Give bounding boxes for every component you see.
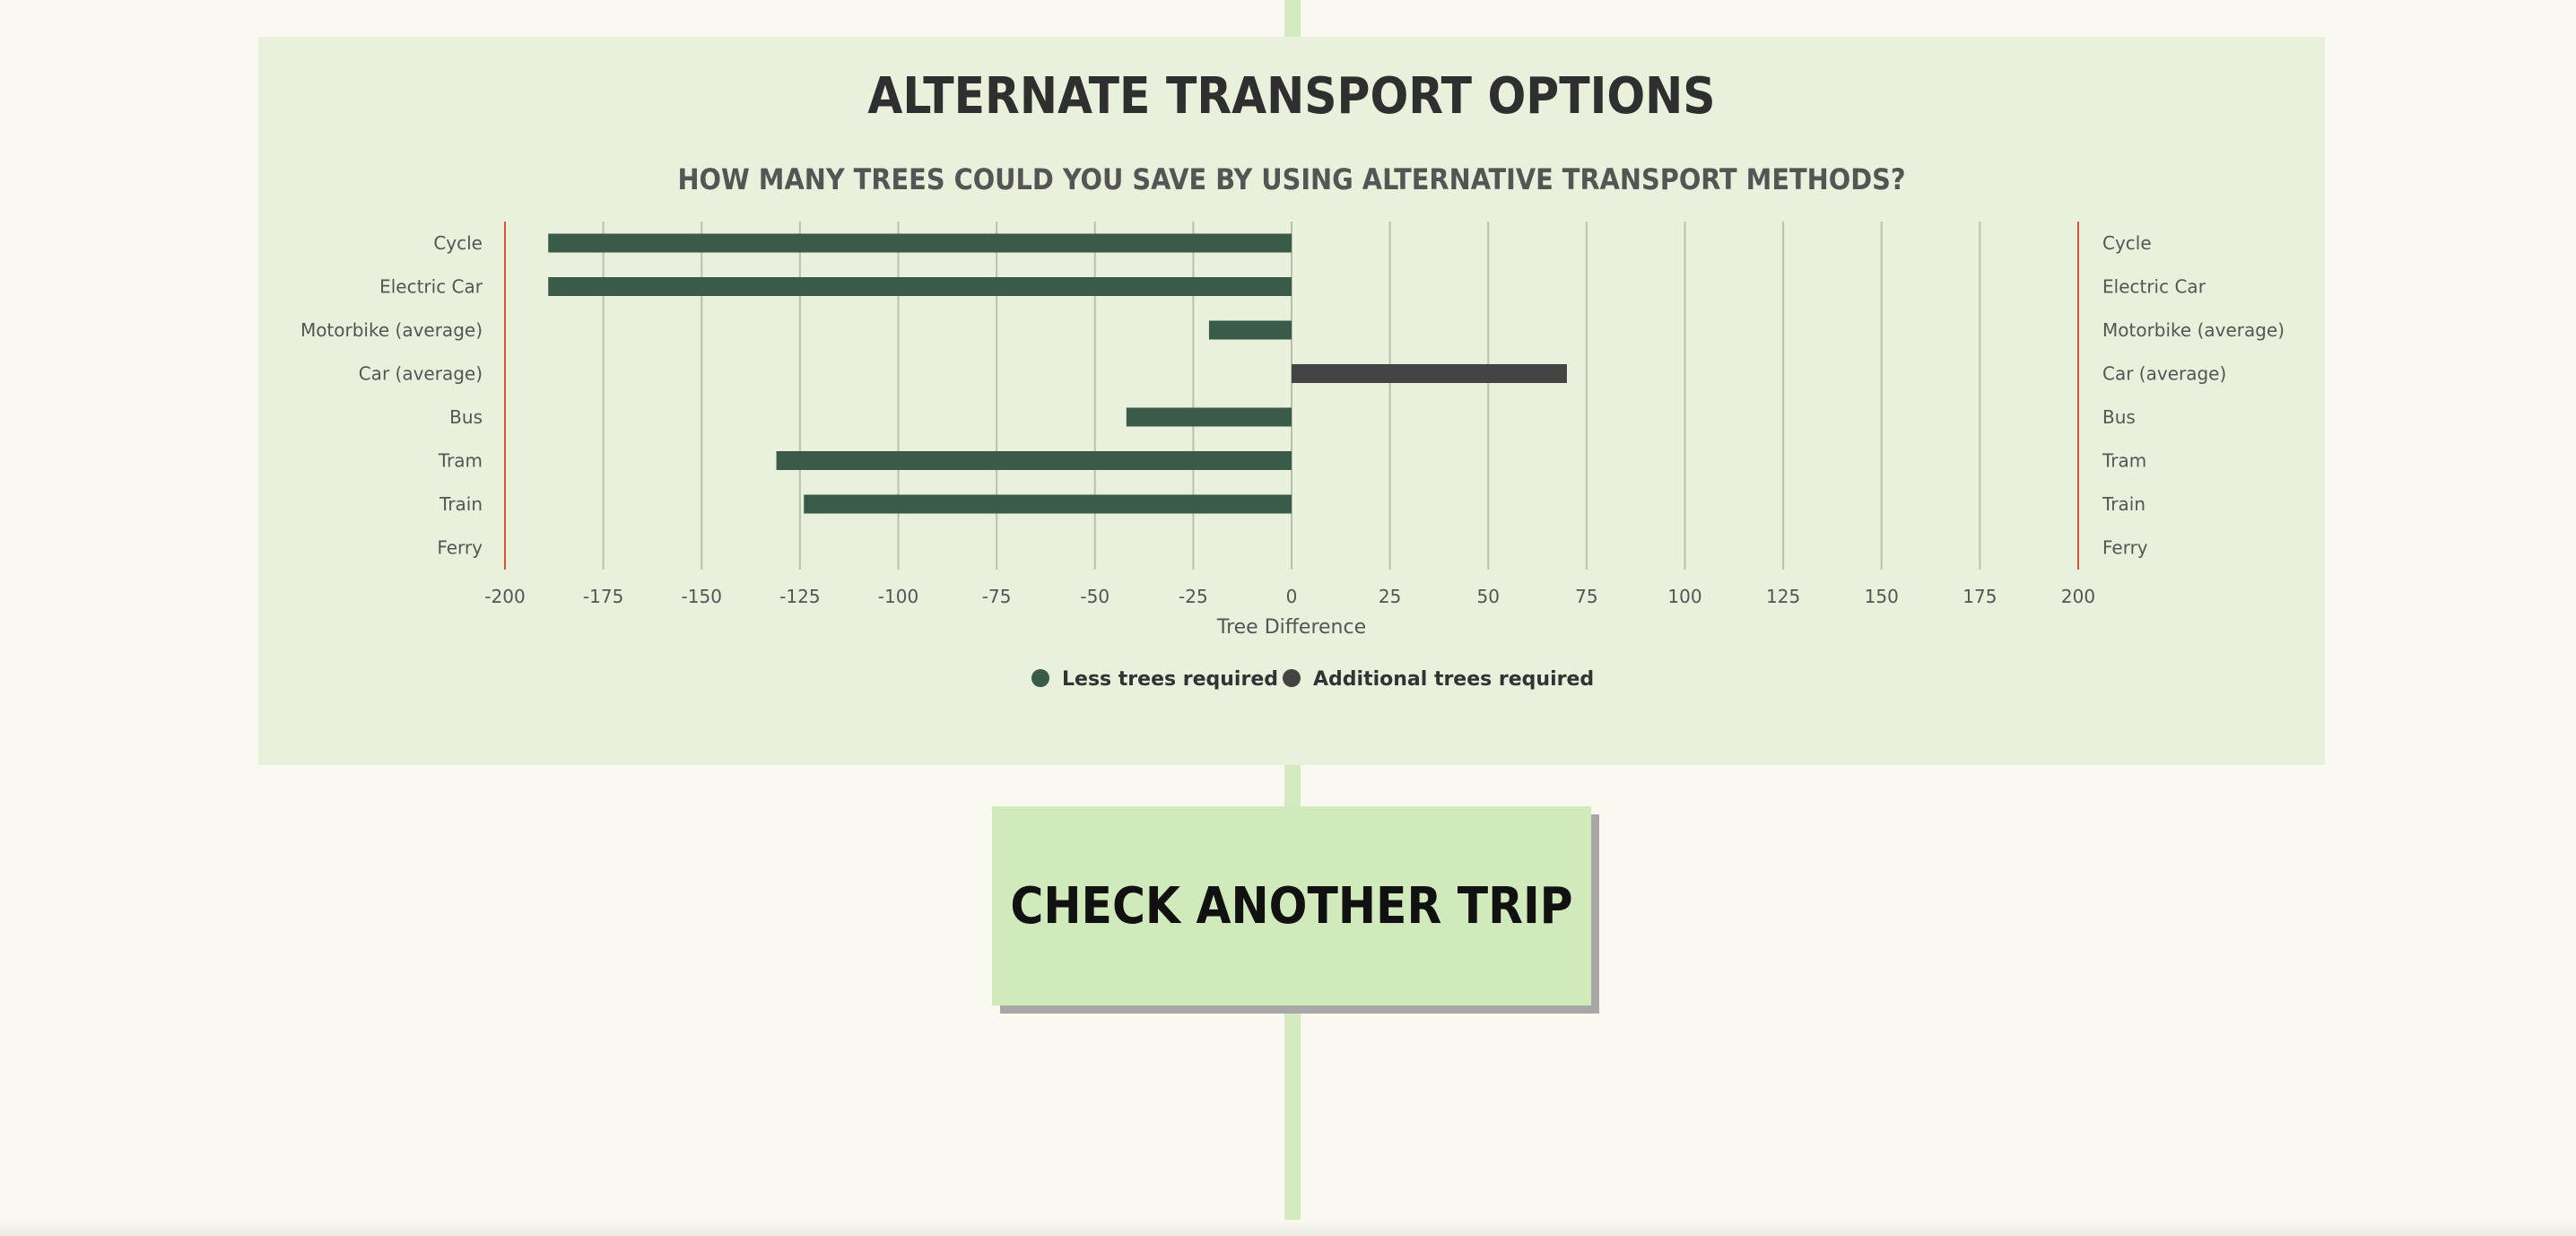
page-bottom-shadow [0, 1220, 2576, 1236]
y-label-left: Tram [438, 450, 483, 472]
x-tick-label: -50 [1080, 586, 1110, 607]
x-tick-label: 200 [2061, 586, 2095, 607]
tree-difference-chart: -200 -175 -150 -125 -100 -75 -50 -25 0 25 50 75 100 1… [300, 222, 2284, 691]
legend-marker [1031, 669, 1049, 687]
y-label-right: Motorbike (average) [2102, 319, 2284, 341]
check-another-trip-button[interactable]: CHECK ANOTHER TRIP [992, 806, 1591, 1005]
x-tick-label: -125 [779, 586, 820, 607]
panel-title: ALTERNATE TRANSPORT OPTIONS [867, 67, 1716, 126]
alternate-transport-panel: ALTERNATE TRANSPORT OPTIONS HOW MANY TRE… [258, 37, 2325, 765]
x-tick-label: -25 [1179, 586, 1208, 607]
y-label-right: Car (average) [2102, 363, 2226, 385]
x-tick-label: 0 [1286, 586, 1298, 607]
y-label-left: Motorbike (average) [300, 319, 483, 341]
x-tick-label: 25 [1379, 586, 1401, 607]
x-tick-label: -150 [682, 586, 722, 607]
x-axis-title: Tree Difference [1216, 616, 1366, 639]
x-tick-label: 50 [1477, 586, 1500, 607]
x-tick-label: 150 [1865, 586, 1899, 607]
bar-bus [1126, 407, 1292, 427]
y-label-left: Bus [449, 406, 483, 428]
y-label-left: Ferry [437, 537, 483, 559]
bar-motorbike-average [1208, 320, 1292, 340]
bar-tram [776, 451, 1292, 470]
y-label-left: Train [439, 493, 483, 515]
y-label-left: Cycle [433, 232, 483, 254]
y-label-left: Car (average) [359, 363, 483, 385]
bar-electric-car [548, 277, 1292, 296]
x-tick-label: -175 [583, 586, 623, 607]
y-label-right: Tram [2102, 450, 2146, 472]
bar-train [804, 494, 1292, 514]
y-label-right: Train [2102, 493, 2145, 515]
y-label-right: Cycle [2102, 232, 2152, 254]
legend-label: Less trees required [1062, 668, 1278, 691]
chart-subtitle: HOW MANY TREES COULD YOU SAVE BY USING A… [677, 162, 1906, 196]
x-tick-label: -200 [484, 586, 525, 607]
y-label-right: Bus [2102, 406, 2136, 428]
x-tick-label: -100 [878, 586, 918, 607]
legend-label: Additional trees required [1313, 668, 1594, 691]
y-label-right: Electric Car [2102, 276, 2206, 298]
legend-marker [1283, 669, 1301, 687]
bar-cycle [548, 233, 1292, 253]
bar-car-average [1292, 364, 1567, 383]
x-tick-label: 100 [1667, 586, 1701, 607]
x-tick-label: 75 [1575, 586, 1597, 607]
y-label-right: Ferry [2102, 537, 2148, 559]
x-tick-label: 175 [1962, 586, 1997, 607]
x-tick-label: 125 [1766, 586, 1800, 607]
x-tick-label: -75 [982, 586, 1012, 607]
y-label-left: Electric Car [379, 276, 483, 298]
